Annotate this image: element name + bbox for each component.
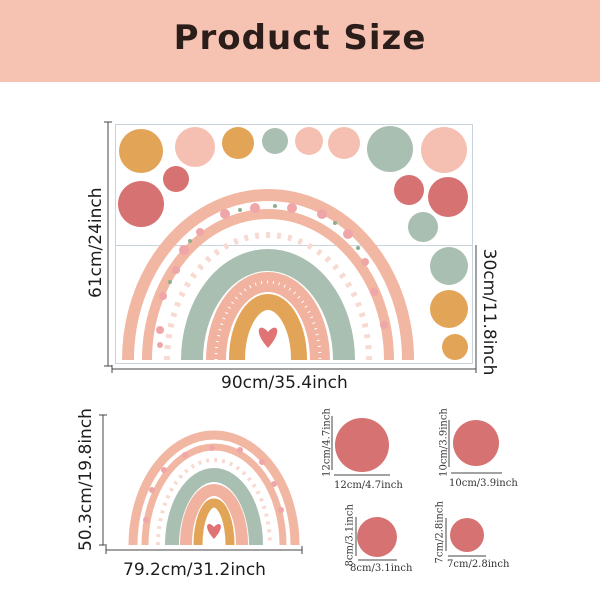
- main-height-label: 61cm/24inch: [86, 187, 106, 298]
- sheet-split-line: [115, 245, 473, 246]
- circle-1-width-label: 12cm/4.7inch: [334, 480, 403, 491]
- main-sticker-sheet-frame: [115, 124, 473, 364]
- small-heart-icon: [207, 524, 221, 539]
- standalone-circles: [335, 418, 499, 557]
- heart-icon: [258, 327, 278, 348]
- circle-2-width-label: 10cm/3.9inch: [449, 478, 518, 489]
- decor-dots: [118, 126, 468, 360]
- main-width-label: 90cm/35.4inch: [221, 373, 348, 393]
- circle-2-height-label: 10cm/3.9inch: [438, 408, 450, 477]
- circle-3-height-label: 8cm/3.1inch: [344, 504, 356, 567]
- dimension-lines: [99, 121, 502, 561]
- circle-4-width-label: 7cm/2.8inch: [447, 559, 510, 570]
- page-title: Product Size: [173, 18, 427, 58]
- leaf-accents: [168, 204, 360, 284]
- title-banner: Product Size: [0, 0, 600, 82]
- small-width-label: 79.2cm/31.2inch: [123, 560, 266, 580]
- circle-4-height-label: 7cm/2.8inch: [434, 501, 446, 564]
- floral-accents: [156, 203, 388, 348]
- main-half-height-label: 30cm/11.8inch: [479, 248, 499, 376]
- circle-1-height-label: 12cm/4.7inch: [321, 408, 333, 477]
- circle-3-width-label: 8cm/3.1inch: [350, 563, 413, 574]
- small-floral-accents: [143, 445, 284, 523]
- small-height-label: 50.3cm/19.8inch: [76, 408, 96, 551]
